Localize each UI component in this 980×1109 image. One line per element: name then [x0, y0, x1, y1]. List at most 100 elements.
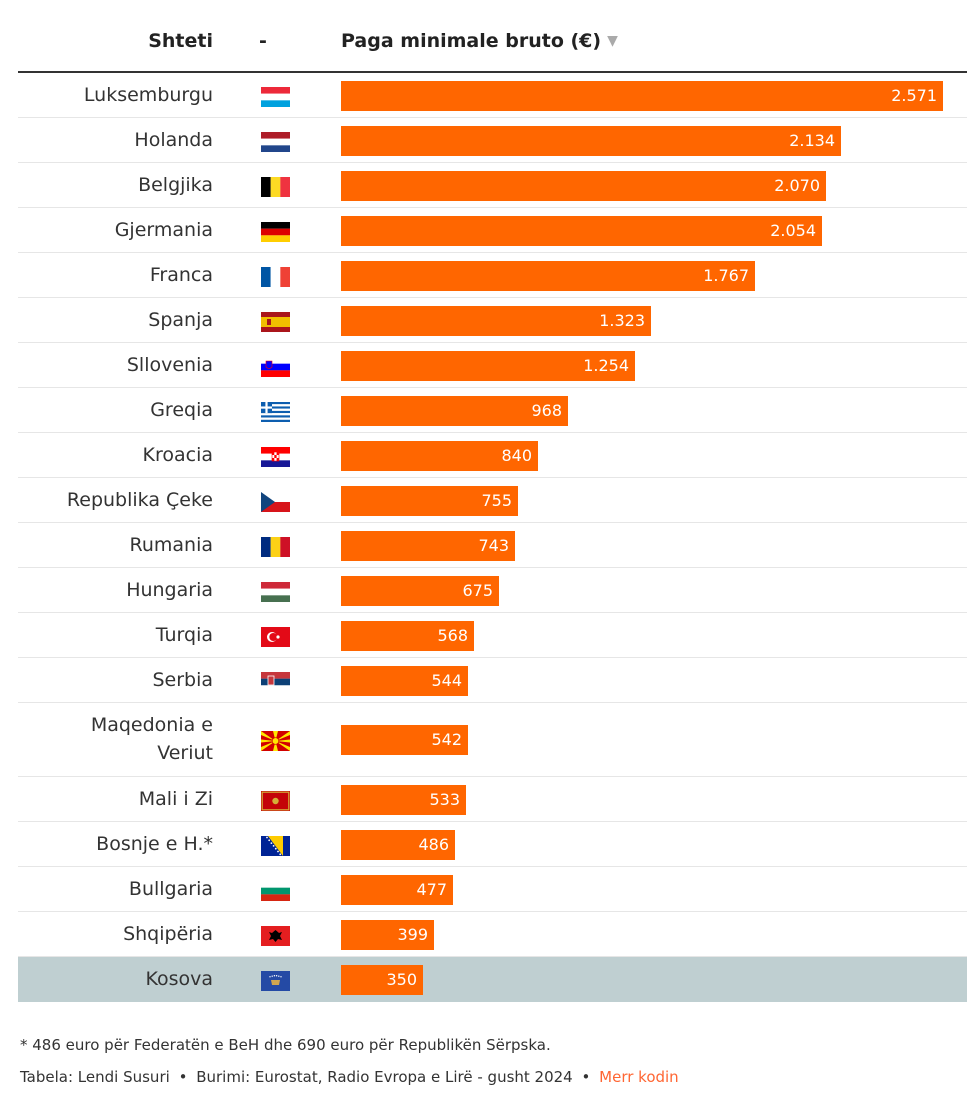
- table-row: Republika Çeke 755: [18, 478, 967, 523]
- footnote: * 486 euro për Federatën e BeH dhe 690 e…: [20, 1036, 551, 1054]
- bar-value-label: 2.054: [770, 220, 816, 240]
- bar: 544: [341, 665, 468, 696]
- bar: 968: [341, 395, 568, 426]
- country-name: Belgjika: [138, 174, 213, 196]
- table-row: Bosnje e H.* 486: [18, 822, 967, 867]
- header-rule: [18, 71, 967, 73]
- credit-separator: •: [581, 1068, 591, 1086]
- credits-line: Tabela: Lendi Susuri • Burimi: Eurostat,…: [20, 1068, 679, 1086]
- czech-republic-flag-icon: [261, 491, 290, 512]
- country-name: Republika Çeke: [66, 489, 213, 511]
- table-row: Serbia 544: [18, 658, 967, 703]
- country-column-header[interactable]: Shteti: [148, 30, 213, 52]
- bar: 350: [341, 964, 423, 995]
- bar-value-label: 755: [481, 490, 512, 510]
- table-row: Hungaria 675: [18, 568, 967, 613]
- bar: 1.254: [341, 350, 635, 381]
- table-row: Franca 1.767: [18, 253, 967, 298]
- country-name: Sllovenia: [126, 354, 213, 376]
- bar: 486: [341, 829, 455, 860]
- bar-value-label: 544: [431, 670, 462, 690]
- netherlands-flag-icon: [261, 131, 290, 152]
- hungary-flag-icon: [261, 581, 290, 602]
- north-macedonia-flag-icon: [261, 731, 290, 751]
- bar-value-label: 542: [431, 730, 462, 749]
- bar-value-label: 399: [397, 924, 428, 944]
- country-name: Franca: [149, 264, 213, 286]
- country-name: Maqedonia e Veriut: [90, 714, 213, 764]
- bar-value-label: 2.070: [774, 175, 820, 195]
- spain-flag-icon: [261, 311, 290, 332]
- belgium-flag-icon: [261, 176, 291, 197]
- bar: 2.134: [341, 125, 841, 156]
- table-row: Holanda 2.134: [18, 118, 967, 163]
- country-name: Bosnje e H.*: [96, 833, 213, 855]
- greece-flag-icon: [261, 401, 290, 422]
- flag-column-header[interactable]: -: [259, 30, 267, 52]
- table-row: Kosova 350: [18, 957, 967, 1002]
- country-name: Holanda: [134, 129, 213, 151]
- table-row: Maqedonia e Veriut 542: [18, 703, 967, 777]
- bar: 743: [341, 530, 515, 561]
- table-row: Gjermania 2.054: [18, 208, 967, 253]
- luxembourg-flag-icon: [261, 86, 290, 107]
- bar-value-label: 477: [416, 879, 447, 899]
- bar: 840: [341, 440, 538, 471]
- bar-value-label: 840: [501, 445, 532, 465]
- bar-value-label: 2.571: [891, 85, 937, 105]
- value-column-header[interactable]: Paga minimale bruto (€) ▼: [341, 30, 618, 52]
- country-name: Bullgaria: [128, 878, 213, 900]
- get-code-link[interactable]: Merr kodin: [599, 1068, 679, 1086]
- bar: 1.323: [341, 305, 651, 336]
- table-row: Kroacia 840: [18, 433, 967, 478]
- table-row: Rumania 743: [18, 523, 967, 568]
- bar-value-label: 968: [531, 400, 562, 420]
- credit-source: Burimi: Eurostat, Radio Evropa e Lirë - …: [196, 1068, 573, 1086]
- country-name: Turqia: [155, 624, 213, 646]
- bar-value-label: 568: [437, 625, 468, 645]
- table-row: Greqia 968: [18, 388, 967, 433]
- country-name: Serbia: [152, 669, 213, 691]
- bar: 2.054: [341, 215, 822, 246]
- turkey-flag-icon: [261, 626, 290, 647]
- bar-value-label: 2.134: [789, 130, 835, 150]
- country-name: Shqipëria: [123, 923, 213, 945]
- bosnia-flag-icon: [261, 835, 290, 856]
- country-name: Luksemburgu: [83, 84, 213, 106]
- bar: 477: [341, 874, 453, 905]
- table-row: Bullgaria 477: [18, 867, 967, 912]
- bar-value-label: 486: [418, 834, 449, 854]
- montenegro-flag-icon: [261, 790, 290, 811]
- bar: 2.571: [341, 80, 943, 111]
- serbia-flag-icon: [261, 671, 290, 692]
- bar: 533: [341, 784, 466, 815]
- bar-value-label: 675: [462, 580, 493, 600]
- croatia-flag-icon: [261, 446, 290, 467]
- sort-down-triangle-icon[interactable]: ▼: [607, 33, 618, 49]
- table-row: Sllovenia 1.254: [18, 343, 967, 388]
- germany-flag-icon: [261, 221, 290, 242]
- bar: 399: [341, 919, 434, 950]
- romania-flag-icon: [261, 536, 291, 557]
- albania-flag-icon: [261, 925, 290, 946]
- france-flag-icon: [261, 266, 291, 287]
- bar: 755: [341, 485, 518, 516]
- country-name: Kroacia: [142, 444, 214, 466]
- bar-value-label: 743: [478, 535, 509, 555]
- table-row: Turqia 568: [18, 613, 967, 658]
- value-column-header-label: Paga minimale bruto (€): [341, 30, 602, 52]
- table-row: Belgjika 2.070: [18, 163, 967, 208]
- table-row: Shqipëria 399: [18, 912, 967, 957]
- bar-value-label: 1.767: [703, 265, 749, 285]
- table-row: Mali i Zi 533: [18, 777, 967, 822]
- bar: 2.070: [341, 170, 826, 201]
- country-name: Greqia: [150, 399, 213, 421]
- country-name: Gjermania: [114, 219, 213, 241]
- bar: 542: [341, 725, 468, 755]
- bar: 568: [341, 620, 474, 651]
- country-name: Rumania: [129, 534, 213, 556]
- table-row: Luksemburgu 2.571: [18, 73, 967, 118]
- country-name: Kosova: [145, 968, 213, 990]
- table-row: Spanja 1.323: [18, 298, 967, 343]
